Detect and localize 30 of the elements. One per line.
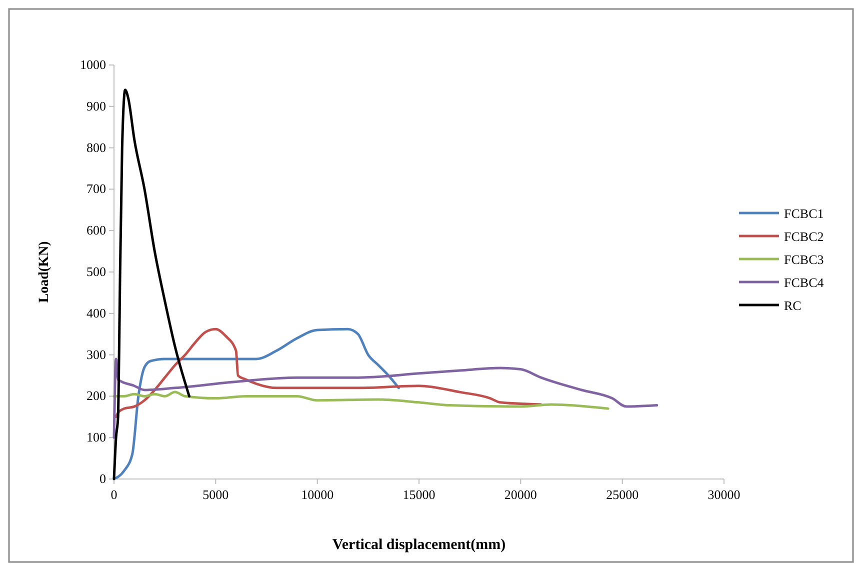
line-series <box>112 358 658 439</box>
line-series <box>112 390 610 410</box>
x-tick-label: 30000 <box>708 487 740 502</box>
y-tick-label: 1000 <box>80 57 106 72</box>
y-axis-title: Load(KN) <box>37 240 52 303</box>
y-tick-label: 400 <box>86 305 106 320</box>
x-axis-title: Vertical displacement(mm) <box>332 537 506 553</box>
y-tick-label: 300 <box>86 346 106 362</box>
x-tick-label: 0 <box>110 487 118 502</box>
legend-label: FCBC3 <box>784 252 824 267</box>
legend-label: FCBC4 <box>784 275 824 290</box>
y-tick-label: 700 <box>86 181 106 196</box>
x-tick-label: 20000 <box>504 487 537 502</box>
legend-label: FCBC2 <box>784 229 824 244</box>
legend-label: FCBC1 <box>784 206 824 221</box>
y-tick-label: 600 <box>86 222 106 238</box>
line-series <box>112 328 400 480</box>
y-tick-label: 0 <box>100 471 106 486</box>
y-tick-label: 200 <box>86 388 106 404</box>
x-tick-label: 25000 <box>606 487 639 502</box>
y-tick-label: 500 <box>86 264 106 279</box>
x-tick-label: 5000 <box>202 487 229 502</box>
y-tick-label: 900 <box>86 98 106 114</box>
x-tick-label: 10000 <box>301 487 334 502</box>
legend-label: RC <box>784 298 802 313</box>
y-tick-label: 800 <box>86 140 106 155</box>
x-tick-label: 15000 <box>402 487 436 502</box>
y-tick-label: 100 <box>86 430 106 445</box>
line-series <box>112 88 190 480</box>
line-series <box>114 328 542 418</box>
